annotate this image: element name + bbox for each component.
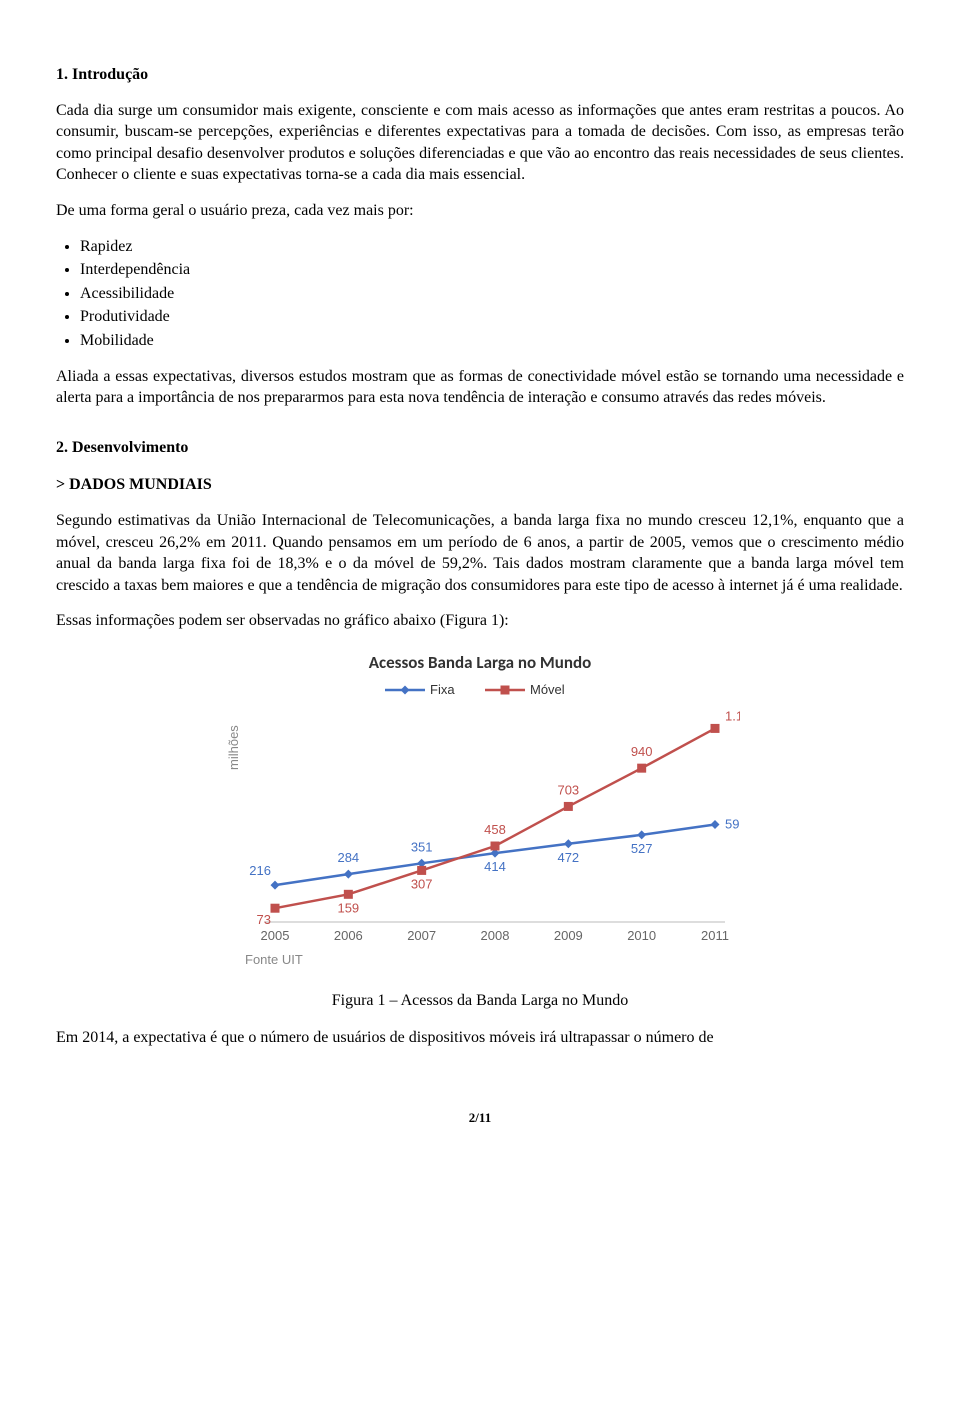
- svg-text:2008: 2008: [481, 928, 510, 943]
- svg-text:milhões: milhões: [226, 725, 241, 770]
- section-2-p2: Essas informações podem ser observadas n…: [56, 610, 904, 632]
- section-1-p2: De uma forma geral o usuário preza, cada…: [56, 200, 904, 222]
- svg-text:Acessos Banda Larga no Mundo: Acessos Banda Larga no Mundo: [369, 652, 592, 673]
- svg-text:351: 351: [411, 839, 433, 854]
- page-number: 2/11: [56, 1109, 904, 1127]
- svg-text:472: 472: [557, 850, 579, 865]
- svg-text:284: 284: [337, 850, 359, 865]
- section-2-p1: Segundo estimativas da União Internacion…: [56, 510, 904, 596]
- svg-text:2011: 2011: [701, 928, 729, 943]
- svg-text:458: 458: [484, 822, 506, 837]
- svg-text:703: 703: [557, 782, 579, 797]
- bullet-list: Rapidez Interdependência Acessibilidade …: [80, 236, 904, 352]
- section-2-heading: 2. Desenvolvimento: [56, 437, 904, 459]
- list-item: Interdependência: [80, 259, 904, 281]
- list-item: Produtividade: [80, 306, 904, 328]
- svg-text:Fixa: Fixa: [430, 682, 455, 697]
- svg-text:940: 940: [631, 744, 653, 759]
- svg-text:307: 307: [411, 876, 433, 891]
- list-item: Acessibilidade: [80, 283, 904, 305]
- list-item: Rapidez: [80, 236, 904, 258]
- svg-text:527: 527: [631, 841, 653, 856]
- line-chart: Acessos Banda Larga no Mundo Fixa Móvel mil…: [220, 650, 740, 980]
- section-1-heading: 1. Introdução: [56, 64, 904, 86]
- svg-text:Fonte UIT: Fonte UIT: [245, 952, 303, 967]
- svg-text:Móvel: Móvel: [530, 682, 565, 697]
- chart-container: Acessos Banda Larga no Mundo Fixa Móvel mil…: [56, 650, 904, 980]
- closing-paragraph: Em 2014, a expectativa é que o número de…: [56, 1027, 904, 1049]
- svg-text:1.186: 1.186: [725, 708, 740, 723]
- svg-text:2006: 2006: [334, 928, 363, 943]
- svg-text:2009: 2009: [554, 928, 583, 943]
- svg-text:73: 73: [257, 912, 271, 927]
- svg-text:2007: 2007: [407, 928, 436, 943]
- list-item: Mobilidade: [80, 330, 904, 352]
- figure-caption: Figura 1 – Acessos da Banda Larga no Mun…: [56, 990, 904, 1012]
- section-1-p1: Cada dia surge um consumidor mais exigen…: [56, 100, 904, 186]
- svg-text:591: 591: [725, 816, 740, 831]
- svg-text:2005: 2005: [261, 928, 290, 943]
- svg-text:414: 414: [484, 859, 506, 874]
- section-1-p3: Aliada a essas expectativas, diversos es…: [56, 366, 904, 409]
- svg-text:159: 159: [337, 900, 359, 915]
- svg-text:216: 216: [249, 863, 271, 878]
- section-2-sub: > DADOS MUNDIAIS: [56, 474, 904, 496]
- svg-text:2010: 2010: [627, 928, 656, 943]
